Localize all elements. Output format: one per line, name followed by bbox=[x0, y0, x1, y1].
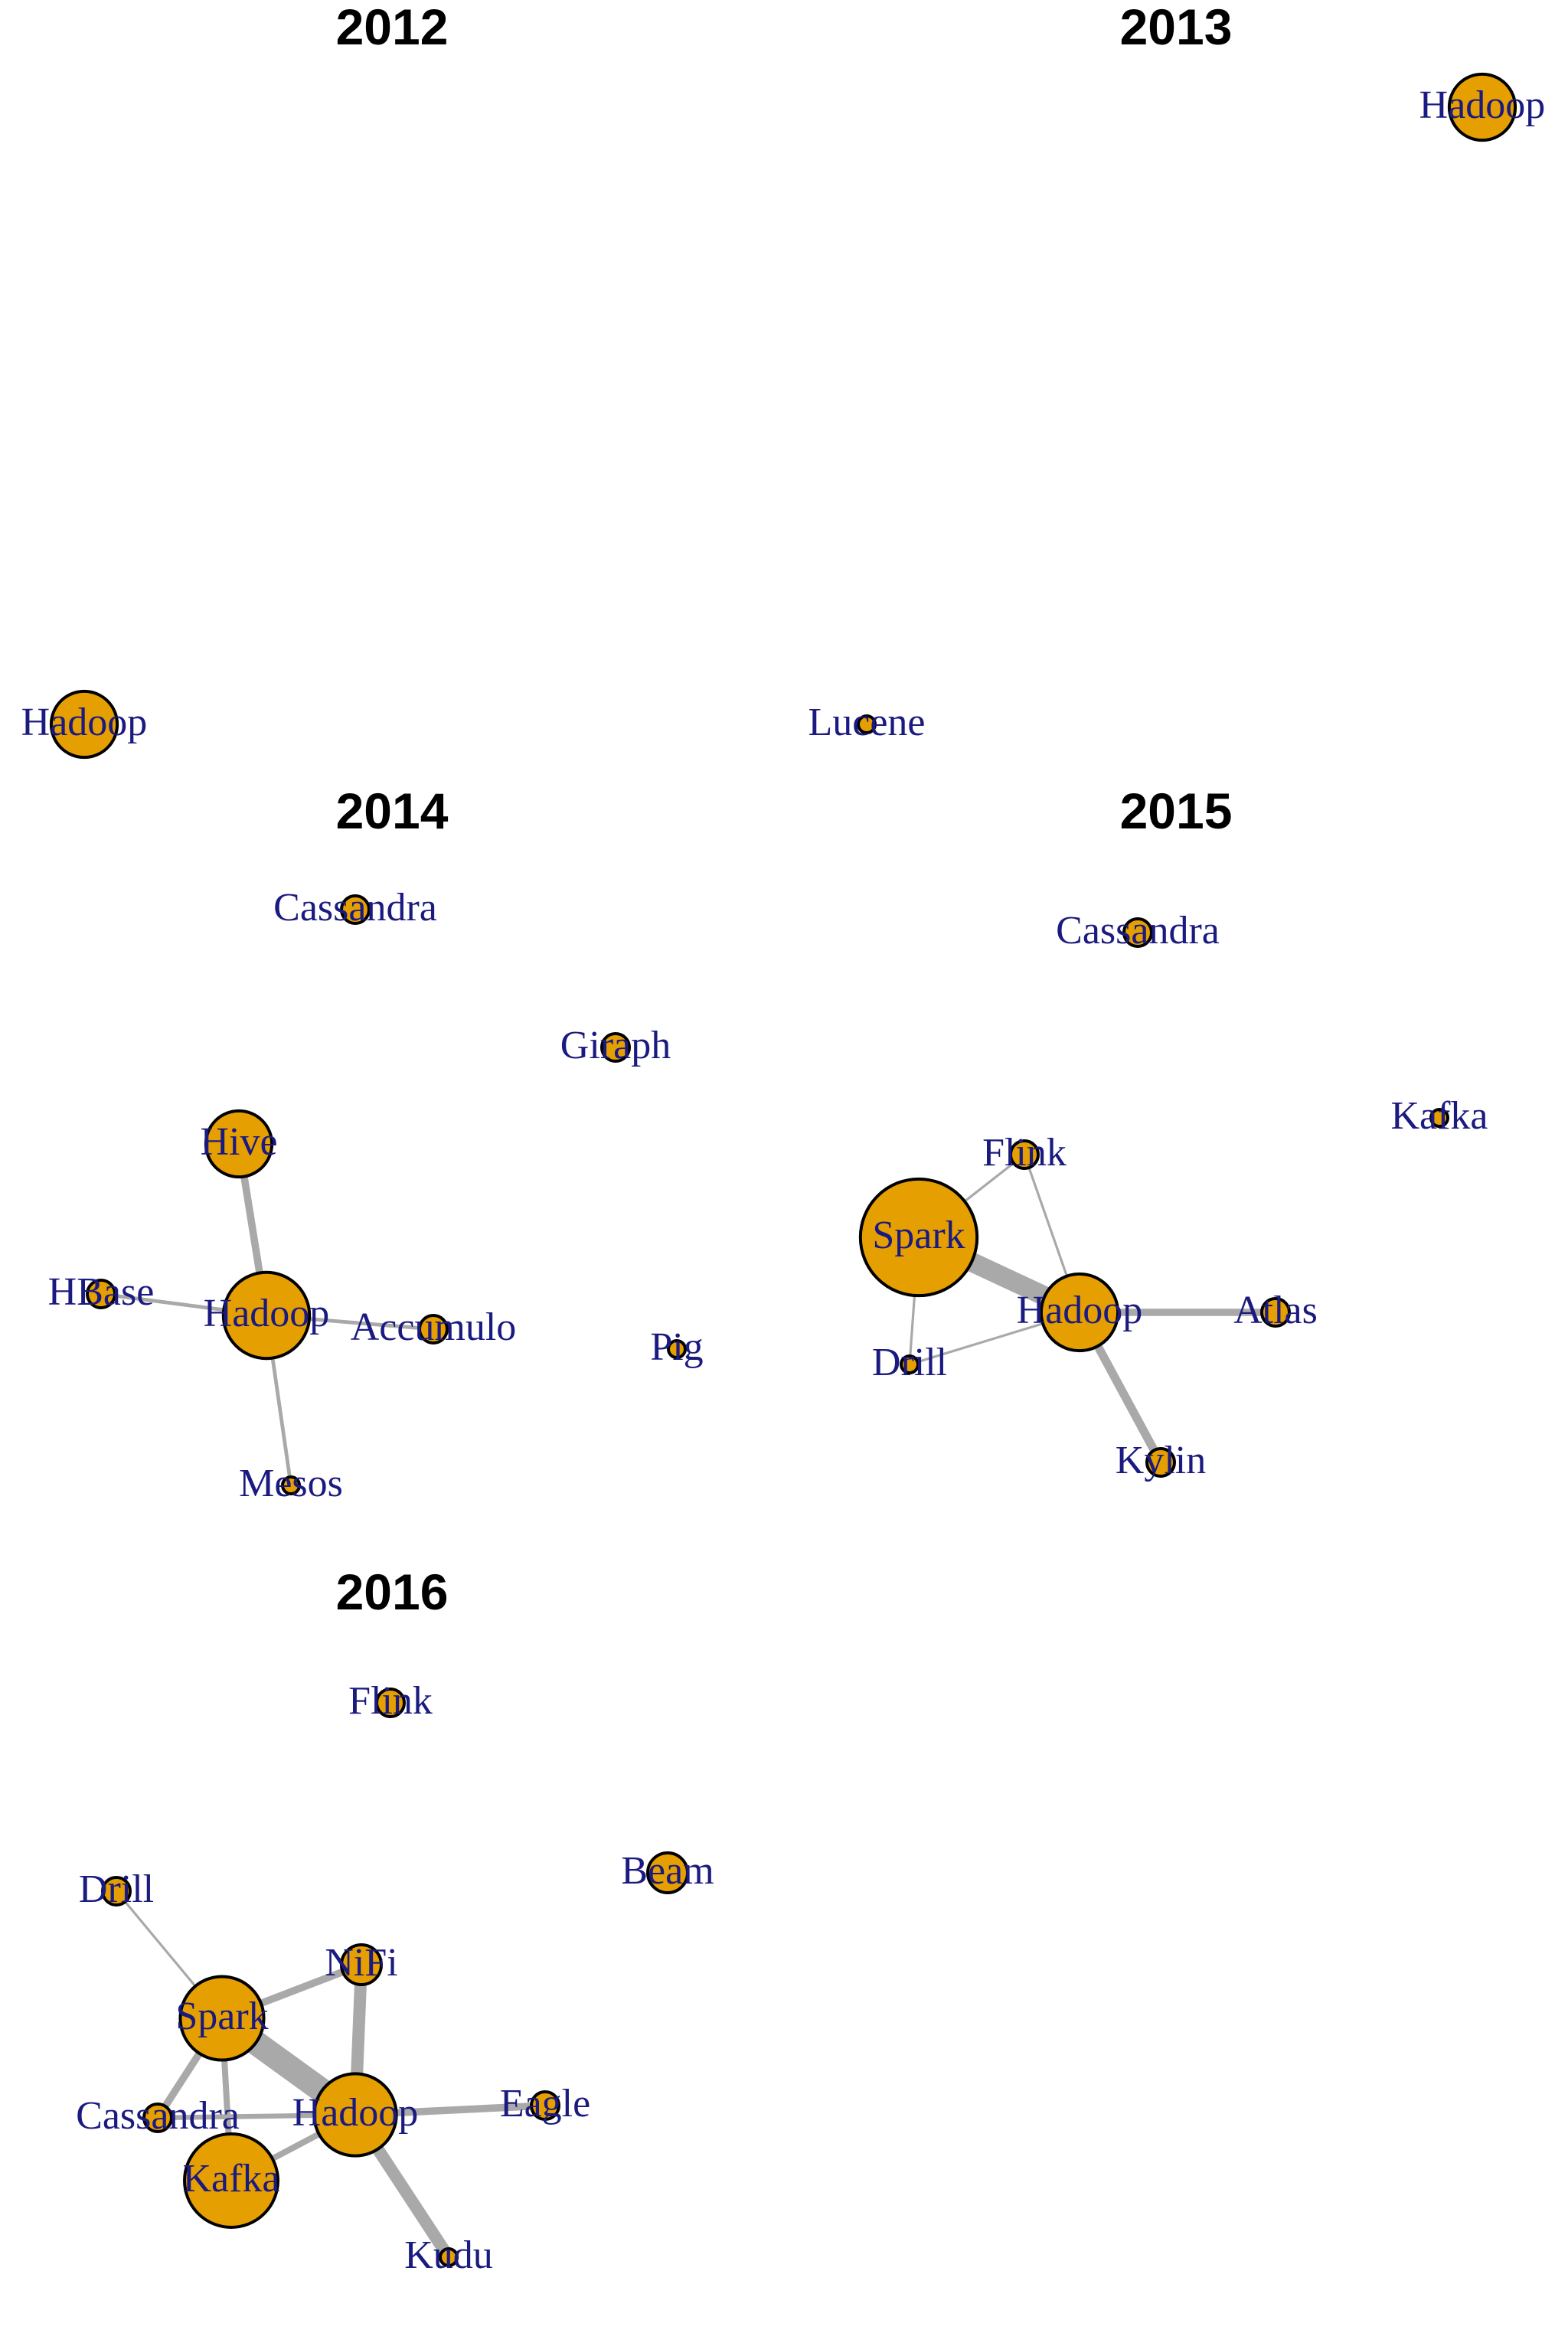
node-circle bbox=[858, 1177, 979, 1298]
node-label: Kafka bbox=[182, 2157, 279, 2201]
panel-title: 2012 bbox=[336, 0, 449, 55]
node-circle bbox=[101, 1876, 132, 1907]
node-label: Flink bbox=[348, 1679, 433, 1723]
node-cassandra: Cassandra bbox=[76, 2094, 240, 2138]
node-giraph: Giraph bbox=[560, 1024, 671, 1067]
node-circle bbox=[86, 1279, 116, 1309]
panel-title: 2016 bbox=[336, 1563, 449, 1620]
panel-title: 2014 bbox=[336, 783, 449, 839]
node-circle bbox=[418, 1314, 449, 1345]
node-circle bbox=[439, 2247, 459, 2267]
node-atlas: Atlas bbox=[1233, 1289, 1318, 1332]
node-label: Hadoop bbox=[1017, 1289, 1143, 1332]
node-label: Hive bbox=[200, 1120, 277, 1164]
node-circle bbox=[204, 1109, 274, 1179]
node-circle bbox=[375, 1688, 406, 1718]
node-label: Mesos bbox=[239, 1462, 343, 1505]
node-drill: Drill bbox=[872, 1341, 947, 1384]
node-label: Beam bbox=[621, 1849, 714, 1893]
node-label: Kafka bbox=[1390, 1094, 1488, 1138]
node-lucene: Lucene bbox=[808, 701, 925, 744]
node-label: HBase bbox=[48, 1270, 155, 1314]
node-hadoop: Hadoop bbox=[1017, 1272, 1143, 1353]
node-drill: Drill bbox=[79, 1867, 154, 1911]
node-circle bbox=[142, 2103, 173, 2133]
node-hadoop: Hadoop bbox=[1419, 72, 1546, 142]
node-circle bbox=[1009, 1139, 1040, 1170]
panel-2014: 2014 Cassandra Giraph Hive HBase Hadoop Accumu… bbox=[48, 783, 704, 1505]
node-eagle: Eagle bbox=[500, 2082, 590, 2125]
node-kudu: Kudu bbox=[404, 2233, 493, 2277]
panel-2013: 2013 Hadoop Lucene bbox=[808, 0, 1545, 744]
node-flink: Flink bbox=[348, 1679, 433, 1723]
node-circle bbox=[49, 689, 119, 760]
node-circle bbox=[183, 2132, 279, 2229]
node-label: Lucene bbox=[808, 701, 925, 744]
node-circle bbox=[1260, 1297, 1291, 1328]
node-label: Drill bbox=[872, 1341, 947, 1384]
node-label: NiFi bbox=[325, 1941, 397, 1985]
node-label: Drill bbox=[79, 1867, 154, 1911]
node-label: Cassandra bbox=[1056, 909, 1220, 952]
node-spark: Spark bbox=[858, 1177, 979, 1298]
node-circle bbox=[667, 1339, 687, 1359]
node-label: Kylin bbox=[1116, 1439, 1206, 1482]
node-label: Flink bbox=[982, 1131, 1067, 1175]
node-cassandra: Cassandra bbox=[273, 886, 437, 930]
node-hadoop: Hadoop bbox=[204, 1270, 330, 1361]
node-beam: Beam bbox=[621, 1849, 714, 1894]
node-circle bbox=[900, 1354, 920, 1374]
node-hadoop: Hadoop bbox=[292, 2072, 419, 2158]
node-circle bbox=[340, 1943, 383, 1986]
panel-2015: 2015 Cassandra Kafka Flink Spark Hadoop Atlas D… bbox=[858, 783, 1488, 1482]
node-label: Spark bbox=[175, 1995, 268, 2038]
node-circle bbox=[340, 894, 371, 925]
node-label: Kudu bbox=[404, 2233, 493, 2277]
node-circle bbox=[1145, 1447, 1176, 1478]
node-accumulo: Accumulo bbox=[351, 1305, 517, 1349]
node-circle bbox=[221, 1270, 312, 1361]
node-circle bbox=[312, 2072, 398, 2158]
node-label: Hadoop bbox=[204, 1292, 330, 1335]
node-pig: Pig bbox=[650, 1325, 703, 1369]
node-flink: Flink bbox=[982, 1131, 1067, 1175]
panel-title: 2013 bbox=[1120, 0, 1233, 55]
node-circle bbox=[1447, 72, 1517, 142]
node-cassandra: Cassandra bbox=[1056, 909, 1220, 952]
node-kafka: Kafka bbox=[182, 2132, 280, 2229]
node-label: Spark bbox=[872, 1214, 965, 1257]
node-label: Hadoop bbox=[292, 2091, 419, 2135]
node-hbase: HBase bbox=[48, 1270, 155, 1314]
node-circle bbox=[600, 1032, 631, 1063]
node-spark: Spark bbox=[175, 1975, 269, 2062]
panel-2012: 2012 Hadoop bbox=[21, 0, 449, 760]
node-kylin: Kylin bbox=[1116, 1439, 1206, 1482]
node-label: Accumulo bbox=[351, 1305, 517, 1349]
node-circle bbox=[281, 1475, 301, 1495]
node-circle bbox=[857, 714, 877, 734]
node-circle bbox=[1429, 1108, 1449, 1128]
node-mesos: Mesos bbox=[239, 1462, 343, 1505]
node-hive: Hive bbox=[200, 1109, 278, 1179]
panel-title: 2015 bbox=[1120, 783, 1233, 839]
node-nifi: NiFi bbox=[325, 1941, 398, 1986]
node-kafka: Kafka bbox=[1390, 1094, 1488, 1138]
node-hadoop: Hadoop bbox=[21, 689, 148, 760]
node-label: Eagle bbox=[500, 2082, 590, 2125]
node-circle bbox=[646, 1851, 689, 1894]
node-circle bbox=[530, 2090, 560, 2121]
node-label: Giraph bbox=[560, 1024, 671, 1067]
node-label: Hadoop bbox=[1419, 83, 1546, 127]
panel-2016: 2016 Flink Beam Drill NiFi Spark Cassandra Hado… bbox=[76, 1563, 714, 2277]
node-label: Pig bbox=[650, 1325, 703, 1369]
node-circle bbox=[1039, 1272, 1120, 1353]
node-circle bbox=[1122, 917, 1153, 948]
node-label: Hadoop bbox=[21, 701, 148, 744]
node-label: Cassandra bbox=[76, 2094, 240, 2138]
node-label: Cassandra bbox=[273, 886, 437, 930]
node-circle bbox=[178, 1975, 266, 2062]
node-label: Atlas bbox=[1233, 1289, 1318, 1332]
